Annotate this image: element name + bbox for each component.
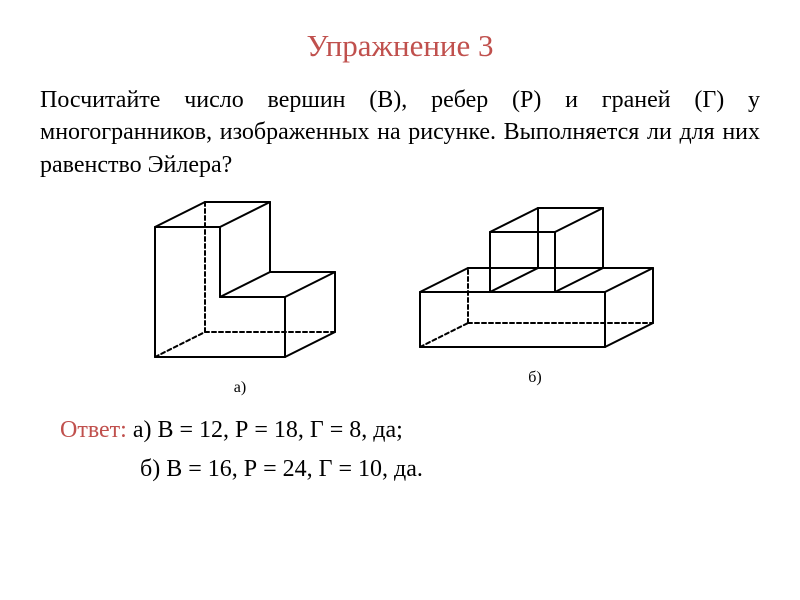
answer-line-a: Ответ: а) В = 12, Р = 18, Г = 8, да; (60, 417, 760, 444)
figure-b-svg (405, 197, 665, 367)
exercise-title: Упражнение 3 (40, 28, 760, 64)
figure-a-svg (135, 197, 345, 377)
question-text: Посчитайте число вершин (В), ребер (Р) и… (40, 84, 760, 181)
answer-b-text: б) В = 16, Р = 24, Г = 10, да. (140, 456, 423, 482)
answer-line-b: б) В = 16, Р = 24, Г = 10, да. (140, 456, 760, 483)
figure-a-wrap: а) (135, 197, 345, 397)
answer-a-text: а) В = 12, Р = 18, Г = 8, да; (127, 417, 403, 443)
figure-b-caption: б) (528, 369, 541, 387)
figures-row: а) б) (40, 197, 760, 397)
figure-b-wrap: б) (405, 197, 665, 397)
answer-label: Ответ: (60, 417, 127, 443)
figure-a-caption: а) (234, 379, 246, 397)
